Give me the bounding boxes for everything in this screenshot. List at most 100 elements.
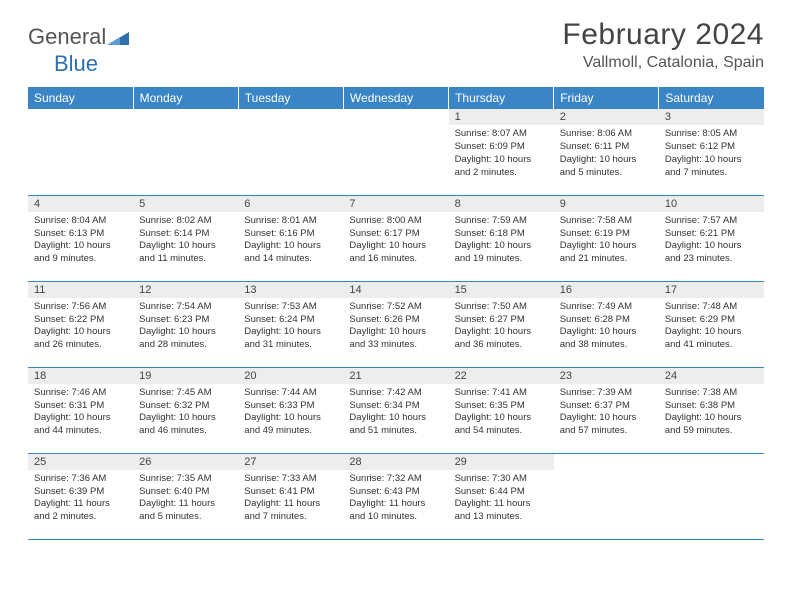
day-details: Sunrise: 7:57 AMSunset: 6:21 PMDaylight:… bbox=[659, 212, 764, 270]
calendar-day-cell: 14Sunrise: 7:52 AMSunset: 6:26 PMDayligh… bbox=[343, 281, 448, 367]
day-number: 2 bbox=[554, 109, 659, 125]
day-details: Sunrise: 7:32 AMSunset: 6:43 PMDaylight:… bbox=[343, 470, 448, 528]
sunrise-text: Sunrise: 8:07 AM bbox=[455, 128, 548, 141]
daylight-text: Daylight: 11 hours and 7 minutes. bbox=[244, 498, 337, 524]
daylight-text: Daylight: 10 hours and 33 minutes. bbox=[349, 326, 442, 352]
day-number: 23 bbox=[554, 368, 659, 384]
weekday-header: Friday bbox=[554, 87, 659, 109]
daylight-text: Daylight: 10 hours and 44 minutes. bbox=[34, 412, 127, 438]
day-number: 4 bbox=[28, 196, 133, 212]
sunrise-text: Sunrise: 7:45 AM bbox=[139, 387, 232, 400]
sunset-text: Sunset: 6:12 PM bbox=[665, 141, 758, 154]
sunrise-text: Sunrise: 7:57 AM bbox=[665, 215, 758, 228]
day-number: 3 bbox=[659, 109, 764, 125]
sunrise-text: Sunrise: 7:52 AM bbox=[349, 301, 442, 314]
sunrise-text: Sunrise: 7:38 AM bbox=[665, 387, 758, 400]
day-details: Sunrise: 8:05 AMSunset: 6:12 PMDaylight:… bbox=[659, 125, 764, 183]
calendar-day-cell: 7Sunrise: 8:00 AMSunset: 6:17 PMDaylight… bbox=[343, 195, 448, 281]
day-details: Sunrise: 7:38 AMSunset: 6:38 PMDaylight:… bbox=[659, 384, 764, 442]
sunset-text: Sunset: 6:34 PM bbox=[349, 400, 442, 413]
day-number: 26 bbox=[133, 454, 238, 470]
month-title: February 2024 bbox=[562, 18, 764, 52]
daylight-text: Daylight: 11 hours and 13 minutes. bbox=[455, 498, 548, 524]
calendar-day-cell: 6Sunrise: 8:01 AMSunset: 6:16 PMDaylight… bbox=[238, 195, 343, 281]
title-block: February 2024 Vallmoll, Catalonia, Spain bbox=[562, 18, 764, 72]
weekday-header: Sunday bbox=[28, 87, 133, 109]
day-number: 1 bbox=[449, 109, 554, 125]
calendar-day-cell: 25Sunrise: 7:36 AMSunset: 6:39 PMDayligh… bbox=[28, 453, 133, 539]
calendar-day-cell bbox=[133, 109, 238, 195]
brand-text-2: Blue bbox=[54, 51, 98, 76]
daylight-text: Daylight: 10 hours and 46 minutes. bbox=[139, 412, 232, 438]
calendar-day-cell: 12Sunrise: 7:54 AMSunset: 6:23 PMDayligh… bbox=[133, 281, 238, 367]
sunset-text: Sunset: 6:37 PM bbox=[560, 400, 653, 413]
brand-text-1: General bbox=[28, 24, 106, 49]
calendar-week-row: 1Sunrise: 8:07 AMSunset: 6:09 PMDaylight… bbox=[28, 109, 764, 195]
calendar-day-cell: 1Sunrise: 8:07 AMSunset: 6:09 PMDaylight… bbox=[449, 109, 554, 195]
day-number: 22 bbox=[449, 368, 554, 384]
daylight-text: Daylight: 11 hours and 5 minutes. bbox=[139, 498, 232, 524]
calendar-day-cell: 11Sunrise: 7:56 AMSunset: 6:22 PMDayligh… bbox=[28, 281, 133, 367]
sunset-text: Sunset: 6:29 PM bbox=[665, 314, 758, 327]
sunset-text: Sunset: 6:24 PM bbox=[244, 314, 337, 327]
calendar-day-cell bbox=[659, 453, 764, 539]
day-details: Sunrise: 7:56 AMSunset: 6:22 PMDaylight:… bbox=[28, 298, 133, 356]
weekday-header: Tuesday bbox=[238, 87, 343, 109]
daylight-text: Daylight: 10 hours and 23 minutes. bbox=[665, 240, 758, 266]
sunset-text: Sunset: 6:31 PM bbox=[34, 400, 127, 413]
day-number: 18 bbox=[28, 368, 133, 384]
day-number: 20 bbox=[238, 368, 343, 384]
sunrise-text: Sunrise: 7:44 AM bbox=[244, 387, 337, 400]
sunset-text: Sunset: 6:39 PM bbox=[34, 486, 127, 499]
sunrise-text: Sunrise: 7:41 AM bbox=[455, 387, 548, 400]
sunrise-text: Sunrise: 7:50 AM bbox=[455, 301, 548, 314]
calendar-week-row: 25Sunrise: 7:36 AMSunset: 6:39 PMDayligh… bbox=[28, 453, 764, 539]
sunrise-text: Sunrise: 7:33 AM bbox=[244, 473, 337, 486]
day-number: 27 bbox=[238, 454, 343, 470]
daylight-text: Daylight: 10 hours and 16 minutes. bbox=[349, 240, 442, 266]
sunset-text: Sunset: 6:14 PM bbox=[139, 228, 232, 241]
sunset-text: Sunset: 6:41 PM bbox=[244, 486, 337, 499]
daylight-text: Daylight: 10 hours and 41 minutes. bbox=[665, 326, 758, 352]
calendar-day-cell: 19Sunrise: 7:45 AMSunset: 6:32 PMDayligh… bbox=[133, 367, 238, 453]
daylight-text: Daylight: 11 hours and 2 minutes. bbox=[34, 498, 127, 524]
sunrise-text: Sunrise: 7:56 AM bbox=[34, 301, 127, 314]
day-details: Sunrise: 8:06 AMSunset: 6:11 PMDaylight:… bbox=[554, 125, 659, 183]
day-number: 21 bbox=[343, 368, 448, 384]
day-number: 24 bbox=[659, 368, 764, 384]
sunset-text: Sunset: 6:09 PM bbox=[455, 141, 548, 154]
day-details: Sunrise: 7:53 AMSunset: 6:24 PMDaylight:… bbox=[238, 298, 343, 356]
day-details: Sunrise: 7:49 AMSunset: 6:28 PMDaylight:… bbox=[554, 298, 659, 356]
calendar-day-cell bbox=[343, 109, 448, 195]
sunrise-text: Sunrise: 7:39 AM bbox=[560, 387, 653, 400]
calendar-day-cell: 21Sunrise: 7:42 AMSunset: 6:34 PMDayligh… bbox=[343, 367, 448, 453]
day-details: Sunrise: 7:45 AMSunset: 6:32 PMDaylight:… bbox=[133, 384, 238, 442]
calendar-day-cell: 22Sunrise: 7:41 AMSunset: 6:35 PMDayligh… bbox=[449, 367, 554, 453]
calendar-week-row: 4Sunrise: 8:04 AMSunset: 6:13 PMDaylight… bbox=[28, 195, 764, 281]
sunrise-text: Sunrise: 8:05 AM bbox=[665, 128, 758, 141]
day-details: Sunrise: 7:33 AMSunset: 6:41 PMDaylight:… bbox=[238, 470, 343, 528]
sunrise-text: Sunrise: 7:59 AM bbox=[455, 215, 548, 228]
day-details: Sunrise: 7:52 AMSunset: 6:26 PMDaylight:… bbox=[343, 298, 448, 356]
sunset-text: Sunset: 6:18 PM bbox=[455, 228, 548, 241]
daylight-text: Daylight: 10 hours and 54 minutes. bbox=[455, 412, 548, 438]
sunrise-text: Sunrise: 7:54 AM bbox=[139, 301, 232, 314]
day-number: 8 bbox=[449, 196, 554, 212]
calendar-day-cell: 24Sunrise: 7:38 AMSunset: 6:38 PMDayligh… bbox=[659, 367, 764, 453]
day-details: Sunrise: 7:42 AMSunset: 6:34 PMDaylight:… bbox=[343, 384, 448, 442]
calendar-day-cell: 28Sunrise: 7:32 AMSunset: 6:43 PMDayligh… bbox=[343, 453, 448, 539]
calendar-day-cell bbox=[28, 109, 133, 195]
day-details: Sunrise: 7:54 AMSunset: 6:23 PMDaylight:… bbox=[133, 298, 238, 356]
day-details: Sunrise: 8:07 AMSunset: 6:09 PMDaylight:… bbox=[449, 125, 554, 183]
daylight-text: Daylight: 10 hours and 57 minutes. bbox=[560, 412, 653, 438]
calendar-day-cell bbox=[238, 109, 343, 195]
daylight-text: Daylight: 10 hours and 49 minutes. bbox=[244, 412, 337, 438]
day-details: Sunrise: 7:30 AMSunset: 6:44 PMDaylight:… bbox=[449, 470, 554, 528]
daylight-text: Daylight: 10 hours and 19 minutes. bbox=[455, 240, 548, 266]
daylight-text: Daylight: 11 hours and 10 minutes. bbox=[349, 498, 442, 524]
day-number: 14 bbox=[343, 282, 448, 298]
calendar-day-cell: 15Sunrise: 7:50 AMSunset: 6:27 PMDayligh… bbox=[449, 281, 554, 367]
day-details: Sunrise: 7:39 AMSunset: 6:37 PMDaylight:… bbox=[554, 384, 659, 442]
sunrise-text: Sunrise: 7:46 AM bbox=[34, 387, 127, 400]
daylight-text: Daylight: 10 hours and 59 minutes. bbox=[665, 412, 758, 438]
